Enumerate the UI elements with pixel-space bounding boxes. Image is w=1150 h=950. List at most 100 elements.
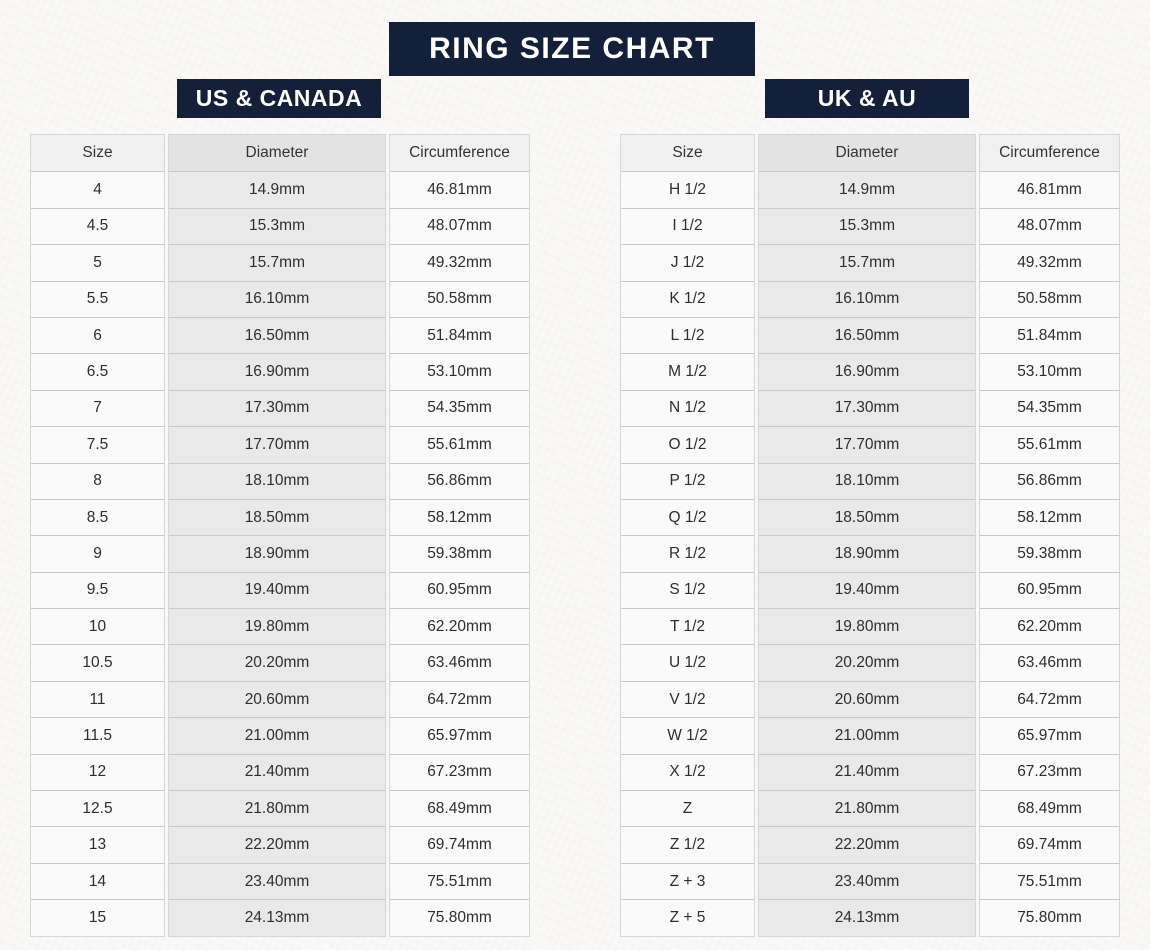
table-cell: 14 — [31, 862, 164, 900]
table-cell: 17.30mm — [759, 389, 975, 427]
table-cell: 5.5 — [31, 280, 164, 317]
table-cell: 58.12mm — [390, 498, 529, 536]
table-cell: 68.49mm — [390, 790, 529, 827]
column-header: Circumference — [980, 135, 1119, 172]
table-cell: 21.00mm — [169, 717, 385, 754]
us-canada-table: Size 4 4.5 5 5.5 6 6.5 7 7.5 8 8.5 9 9.5 10 10.5 11 11.5… — [30, 134, 530, 937]
table-cell: 8.5 — [31, 498, 164, 536]
table-cell: Z + 5 — [621, 899, 754, 936]
table-cell: 67.23mm — [390, 753, 529, 791]
table-cell: 8 — [31, 462, 164, 499]
table-cell: 60.95mm — [980, 571, 1119, 609]
table-cell: 15 — [31, 899, 164, 936]
table-cell: 14.9mm — [759, 171, 975, 208]
table-cell: 7.5 — [31, 426, 164, 463]
table-cell: 59.38mm — [390, 535, 529, 572]
table-cell: X 1/2 — [621, 753, 754, 791]
table-cell: 63.46mm — [390, 644, 529, 681]
table-cell: 56.86mm — [980, 462, 1119, 499]
uk-au-banner: UK & AU — [765, 79, 969, 118]
table-cell: 11 — [31, 680, 164, 718]
uk-diameter-column: Diameter 14.9mm 15.3mm 15.7mm 16.10mm 16.50mm… — [758, 134, 976, 937]
table-cell: 59.38mm — [980, 535, 1119, 572]
table-cell: 64.72mm — [390, 680, 529, 718]
table-cell: 49.32mm — [980, 244, 1119, 281]
table-cell: T 1/2 — [621, 608, 754, 645]
table-cell: S 1/2 — [621, 571, 754, 609]
table-cell: 15.3mm — [169, 207, 385, 245]
table-cell: Z — [621, 790, 754, 827]
table-cell: U 1/2 — [621, 644, 754, 681]
table-cell: 20.20mm — [169, 644, 385, 681]
table-cell: 60.95mm — [390, 571, 529, 609]
table-cell: J 1/2 — [621, 244, 754, 281]
table-cell: 21.40mm — [169, 753, 385, 791]
table-cell: 50.58mm — [390, 280, 529, 317]
table-cell: 63.46mm — [980, 644, 1119, 681]
table-cell: 49.32mm — [390, 244, 529, 281]
table-cell: 4.5 — [31, 207, 164, 245]
table-cell: 7 — [31, 389, 164, 427]
table-cell: 22.20mm — [169, 826, 385, 863]
column-header: Diameter — [759, 135, 975, 172]
table-cell: 18.50mm — [169, 498, 385, 536]
us-circumference-column: Circumference 46.81mm 48.07mm 49.32mm 50.58m… — [389, 134, 530, 937]
table-cell: 11.5 — [31, 717, 164, 754]
table-cell: 14.9mm — [169, 171, 385, 208]
table-cell: 13 — [31, 826, 164, 863]
us-canada-label: US & CANADA — [195, 85, 363, 111]
table-cell: 75.80mm — [390, 899, 529, 936]
table-cell: W 1/2 — [621, 717, 754, 754]
table-cell: 19.80mm — [169, 608, 385, 645]
table-cell: 53.10mm — [980, 353, 1119, 390]
table-cell: 6 — [31, 316, 164, 354]
table-cell: 9.5 — [31, 571, 164, 609]
page-title-banner: RING SIZE CHART — [389, 22, 755, 76]
table-cell: 9 — [31, 535, 164, 572]
table-cell: 19.40mm — [759, 571, 975, 609]
table-cell: 18.50mm — [759, 498, 975, 536]
table-cell: 67.23mm — [980, 753, 1119, 791]
uk-au-label: UK & AU — [817, 85, 917, 111]
table-cell: 46.81mm — [390, 171, 529, 208]
table-cell: 48.07mm — [390, 207, 529, 245]
table-cell: 62.20mm — [390, 608, 529, 645]
table-cell: 16.50mm — [759, 316, 975, 354]
table-cell: 4 — [31, 171, 164, 208]
page-title: RING SIZE CHART — [429, 32, 715, 65]
table-cell: 51.84mm — [390, 316, 529, 354]
table-cell: 55.61mm — [390, 426, 529, 463]
table-cell: Q 1/2 — [621, 498, 754, 536]
table-cell: 5 — [31, 244, 164, 281]
table-cell: 18.10mm — [169, 462, 385, 499]
table-cell: 54.35mm — [980, 389, 1119, 427]
table-cell: 62.20mm — [980, 608, 1119, 645]
table-cell: 23.40mm — [169, 862, 385, 900]
table-cell: 21.40mm — [759, 753, 975, 791]
table-cell: 17.70mm — [759, 426, 975, 463]
us-diameter-column: Diameter 14.9mm 15.3mm 15.7mm 16.10mm 16.50mm… — [168, 134, 386, 937]
table-cell: 69.74mm — [980, 826, 1119, 863]
table-cell: N 1/2 — [621, 389, 754, 427]
table-cell: K 1/2 — [621, 280, 754, 317]
column-header: Diameter — [169, 135, 385, 172]
table-cell: 17.30mm — [169, 389, 385, 427]
table-cell: 75.51mm — [390, 862, 529, 900]
table-cell: 16.90mm — [759, 353, 975, 390]
table-cell: 23.40mm — [759, 862, 975, 900]
table-cell: 19.40mm — [169, 571, 385, 609]
table-cell: 18.90mm — [169, 535, 385, 572]
table-cell: 22.20mm — [759, 826, 975, 863]
table-cell: 15.3mm — [759, 207, 975, 245]
column-header: Circumference — [390, 135, 529, 172]
table-cell: 54.35mm — [390, 389, 529, 427]
table-cell: 50.58mm — [980, 280, 1119, 317]
table-cell: 16.50mm — [169, 316, 385, 354]
table-cell: 69.74mm — [390, 826, 529, 863]
table-cell: 19.80mm — [759, 608, 975, 645]
column-header: Size — [621, 135, 754, 172]
table-cell: 21.00mm — [759, 717, 975, 754]
table-cell: 12 — [31, 753, 164, 791]
us-size-column: Size 4 4.5 5 5.5 6 6.5 7 7.5 8 8.5 9 9.5 10 10.5 11 11.5… — [30, 134, 165, 937]
table-cell: 16.10mm — [169, 280, 385, 317]
